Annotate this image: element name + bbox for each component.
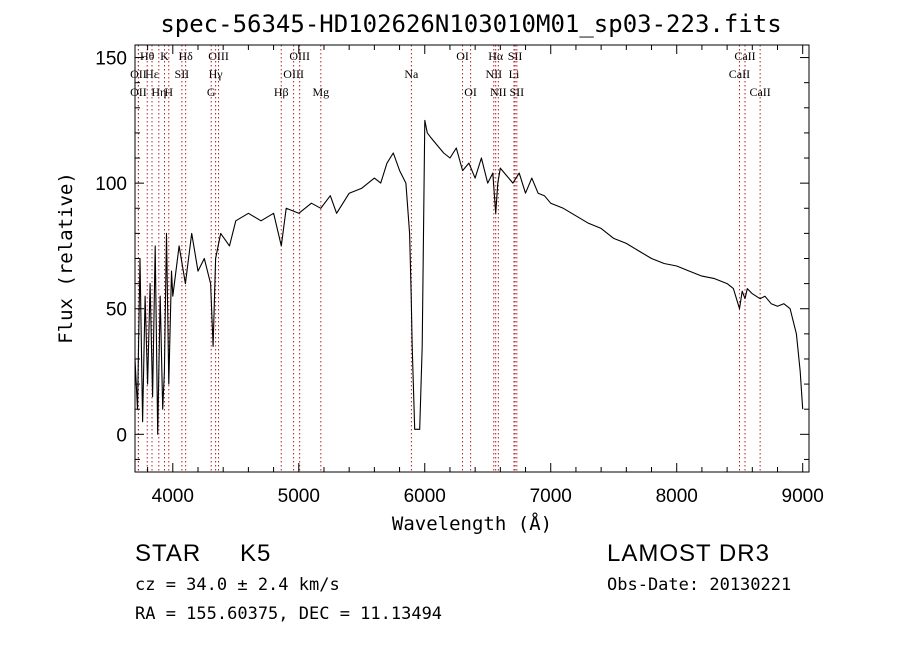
- line-marker-label: SII: [175, 67, 190, 81]
- line-marker-label: Hε: [145, 67, 159, 81]
- y-tick-label: 100: [95, 174, 127, 195]
- line-marker-label: CaII: [734, 49, 755, 63]
- line-marker-label: Li: [509, 67, 520, 81]
- line-marker-label: OIII: [208, 49, 229, 63]
- line-marker-label: Hη: [151, 85, 166, 99]
- line-marker-label: OI: [464, 85, 477, 99]
- x-axis-label: Wavelength (Å): [392, 512, 552, 535]
- line-marker-label: K: [160, 49, 169, 63]
- line-marker-label: OII: [130, 85, 147, 99]
- line-marker-label: OIII: [283, 67, 304, 81]
- line-marker-label: OIII: [289, 49, 310, 63]
- line-marker-label: Hθ: [140, 49, 155, 63]
- x-tick-label: 8000: [656, 486, 698, 507]
- line-marker-label: Hβ: [274, 85, 289, 99]
- line-marker-label: G: [207, 85, 216, 99]
- redshift-text: cz = 34.0 ± 2.4 km/s: [135, 575, 340, 595]
- plot-frame: [134, 44, 810, 473]
- y-axis-label: Flux (relative): [55, 172, 77, 344]
- line-marker-label: SII: [508, 49, 523, 63]
- line-marker-label: SII: [510, 85, 525, 99]
- x-tick-label: 6000: [404, 486, 446, 507]
- chart-title: spec-56345-HD102626N103010M01_sp03-223.f…: [160, 10, 781, 38]
- x-tick-label: 9000: [782, 486, 824, 507]
- line-marker-label: Mg: [312, 85, 329, 99]
- y-tick-label: 150: [95, 49, 127, 70]
- x-tick-label: 7000: [530, 486, 572, 507]
- line-marker-label: H: [164, 85, 173, 99]
- line-marker-label: Hγ: [209, 67, 224, 81]
- line-marker-label: NII: [490, 85, 507, 99]
- line-marker-label: CaII: [729, 67, 750, 81]
- coordinates-text: RA = 155.60375, DEC = 11.13494: [135, 604, 442, 624]
- line-marker-label: NII: [485, 67, 502, 81]
- y-axis-ticks: 0 50 100 150: [95, 49, 809, 460]
- y-tick-label: 50: [106, 300, 127, 321]
- y-tick-label: 0: [116, 425, 127, 446]
- flux-line: [134, 119, 804, 435]
- object-subclass: K5: [240, 540, 271, 567]
- survey-name: LAMOST DR3: [607, 540, 770, 567]
- line-marker-label: Na: [404, 67, 419, 81]
- line-marker-label: CaII: [749, 85, 770, 99]
- flux-series: [134, 119, 804, 435]
- line-marker-label: Hα: [488, 49, 504, 63]
- object-class: STAR: [135, 540, 201, 567]
- x-axis-ticks: 4000 5000 6000 7000 8000 9000: [147, 45, 824, 507]
- x-tick-label: 5000: [278, 486, 320, 507]
- x-tick-label: 4000: [152, 486, 194, 507]
- line-marker-label: OI: [456, 49, 469, 63]
- line-marker-label: Hδ: [178, 49, 193, 63]
- obs-date-text: Obs-Date: 20130221: [607, 575, 791, 595]
